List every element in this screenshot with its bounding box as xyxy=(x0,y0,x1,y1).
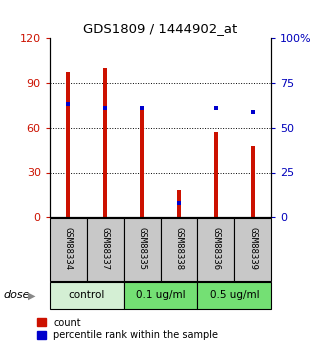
Bar xyxy=(177,190,181,217)
Point xyxy=(102,105,108,111)
Bar xyxy=(197,282,271,309)
Point xyxy=(66,101,71,107)
Bar xyxy=(234,218,271,281)
Text: ▶: ▶ xyxy=(28,290,36,300)
Bar xyxy=(214,132,218,217)
Point xyxy=(177,200,182,206)
Text: GSM88337: GSM88337 xyxy=(100,227,110,270)
Point xyxy=(250,109,256,114)
Bar xyxy=(160,218,197,281)
Text: 0.1 ug/ml: 0.1 ug/ml xyxy=(136,290,185,300)
Bar xyxy=(103,68,107,217)
Text: 0.5 ug/ml: 0.5 ug/ml xyxy=(210,290,259,300)
Bar xyxy=(197,218,234,281)
Point xyxy=(213,105,218,111)
Point xyxy=(140,105,145,111)
Text: GSM88335: GSM88335 xyxy=(137,227,147,270)
Text: GSM88336: GSM88336 xyxy=(211,227,221,270)
Bar xyxy=(50,218,87,281)
Bar xyxy=(124,218,160,281)
Bar xyxy=(251,146,255,217)
Text: GSM88334: GSM88334 xyxy=(64,227,73,270)
Bar xyxy=(50,282,124,309)
Text: GSM88339: GSM88339 xyxy=(248,227,257,270)
Text: control: control xyxy=(68,290,105,300)
Bar xyxy=(66,72,70,217)
Text: dose: dose xyxy=(3,290,30,300)
Legend: count, percentile rank within the sample: count, percentile rank within the sample xyxy=(37,318,219,340)
Text: GDS1809 / 1444902_at: GDS1809 / 1444902_at xyxy=(83,22,238,36)
Bar xyxy=(124,282,197,309)
Bar xyxy=(87,218,124,281)
Text: GSM88338: GSM88338 xyxy=(174,227,184,270)
Bar xyxy=(140,110,144,217)
